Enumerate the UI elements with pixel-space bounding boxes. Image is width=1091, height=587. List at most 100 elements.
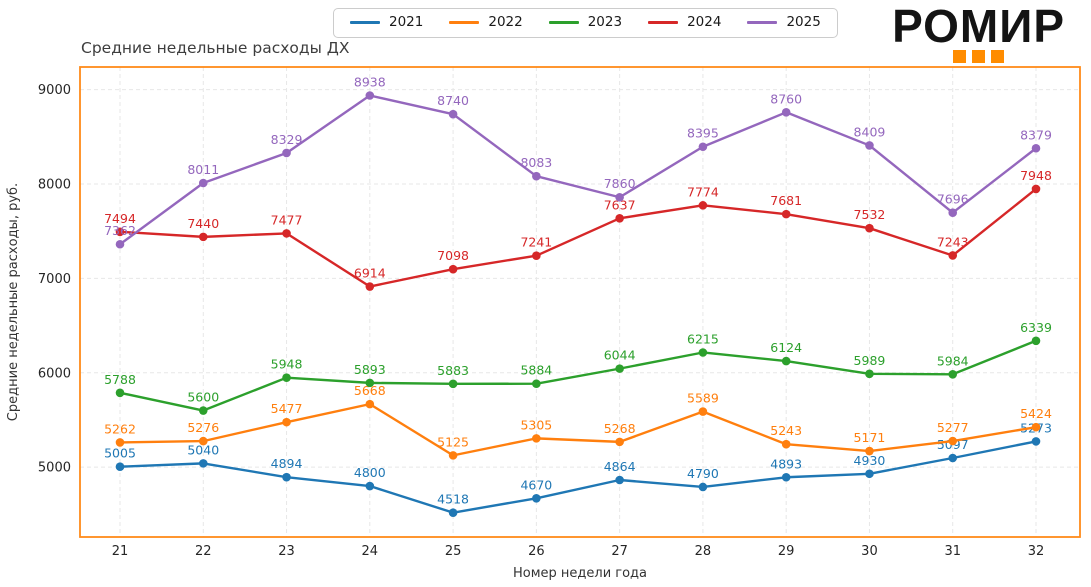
data-point xyxy=(948,369,958,379)
data-label: 4800 xyxy=(354,465,386,480)
data-label: 4894 xyxy=(271,456,303,471)
plot-border xyxy=(79,66,1081,538)
data-point xyxy=(698,142,708,152)
series-line-2025 xyxy=(119,94,1037,246)
x-tick-label: 21 xyxy=(112,544,129,559)
x-tick-label: 29 xyxy=(778,544,795,559)
romir-logo-squares xyxy=(953,50,1005,64)
legend: 2021 2022 2023 2024 2025 xyxy=(333,8,838,38)
data-label: 8938 xyxy=(354,75,386,90)
series-line-2022 xyxy=(119,402,1037,457)
data-label: 5262 xyxy=(104,421,136,436)
logo-square xyxy=(953,50,967,64)
data-point xyxy=(865,223,874,233)
y-tick-label: 7000 xyxy=(38,272,71,287)
legend-line-swatch xyxy=(747,21,778,25)
data-point xyxy=(615,364,624,373)
data-point xyxy=(948,251,958,260)
data-point xyxy=(532,434,541,443)
legend-line-swatch xyxy=(548,21,579,25)
data-label: 5948 xyxy=(271,357,303,372)
data-label: 5893 xyxy=(354,362,386,377)
data-label: 7696 xyxy=(937,192,969,207)
data-point xyxy=(1031,336,1041,346)
logo-square xyxy=(972,50,986,64)
data-point xyxy=(781,439,791,449)
data-label: 8760 xyxy=(770,91,802,106)
data-label: 5884 xyxy=(520,363,552,378)
data-label: 7243 xyxy=(937,234,969,249)
data-label: 8329 xyxy=(271,132,303,147)
data-label: 5268 xyxy=(604,421,636,436)
data-label: 5277 xyxy=(937,420,969,435)
data-point xyxy=(115,227,125,237)
data-point xyxy=(532,379,541,389)
data-label: 5989 xyxy=(854,353,886,368)
x-tick-label: 25 xyxy=(445,544,462,559)
data-label: 5276 xyxy=(187,420,219,435)
data-label: 8379 xyxy=(1020,127,1052,142)
data-point xyxy=(282,148,291,158)
data-point xyxy=(948,436,958,446)
series-2024: 7494 7440 7477 6914 7098 7241 7637 7774 7681 7532… xyxy=(104,168,1052,291)
data-label: 5005 xyxy=(104,446,136,461)
data-point xyxy=(365,91,375,100)
data-label: 5883 xyxy=(437,363,469,378)
series-2023: 5788 5600 5948 5893 5883 5884 6044 6215 6124 5989… xyxy=(104,320,1052,415)
data-label: 7440 xyxy=(187,216,219,231)
data-point xyxy=(948,453,958,463)
y-tick-label: 9000 xyxy=(38,83,71,98)
data-point xyxy=(448,379,458,389)
data-point xyxy=(198,436,208,446)
data-label: 7860 xyxy=(604,176,636,191)
series-layer: 5005 5040 4894 4800 4518 4670 4864 4790 4893 4930… xyxy=(104,75,1052,517)
data-label: 7637 xyxy=(604,197,636,212)
data-label: 6215 xyxy=(687,331,719,346)
data-point xyxy=(781,356,791,366)
data-point xyxy=(365,378,375,388)
data-point xyxy=(615,192,624,202)
data-label: 4893 xyxy=(770,456,802,471)
data-point xyxy=(615,213,624,223)
y-tick-label: 6000 xyxy=(38,366,71,381)
legend-line-swatch xyxy=(449,21,480,25)
data-point xyxy=(198,459,208,468)
series-2022: 5262 5276 5477 5668 5125 5305 5268 5589 5243 5171… xyxy=(104,383,1052,460)
x-tick-label: 23 xyxy=(278,544,295,559)
series-line-2021 xyxy=(119,440,1037,514)
data-point xyxy=(865,469,874,479)
x-tick-label: 28 xyxy=(695,544,712,559)
data-point xyxy=(1031,437,1041,446)
data-point xyxy=(615,475,624,485)
romir-logo: РОМИР xyxy=(892,2,1065,64)
x-tick-label: 22 xyxy=(195,544,212,559)
axis-ticks: 5000 6000 7000 8000 9000 21 22 23 24 25 26 27 28 29 30… xyxy=(38,83,1044,559)
data-point xyxy=(781,472,791,482)
data-label: 5984 xyxy=(937,353,969,368)
data-point xyxy=(1031,184,1041,194)
data-point xyxy=(282,417,291,427)
legend-label: 2025 xyxy=(786,14,821,30)
data-label: 4930 xyxy=(854,453,886,468)
data-point xyxy=(198,232,208,242)
data-label: 6339 xyxy=(1020,320,1052,335)
data-point xyxy=(948,208,958,218)
data-label: 5243 xyxy=(770,423,802,438)
data-point xyxy=(1031,143,1041,153)
y-axis-label: Средние недельные расходы, руб. xyxy=(6,183,21,421)
x-tick-label: 24 xyxy=(362,544,379,559)
data-point xyxy=(365,282,375,291)
data-point xyxy=(448,264,458,274)
data-label: 8740 xyxy=(437,93,469,108)
data-label: 5040 xyxy=(187,442,219,457)
data-point xyxy=(532,251,541,260)
data-label: 5424 xyxy=(1020,406,1052,421)
data-point xyxy=(365,399,375,409)
data-point xyxy=(365,481,375,491)
x-tick-label: 31 xyxy=(944,544,961,559)
data-point xyxy=(115,388,125,398)
data-point xyxy=(282,229,291,238)
data-point xyxy=(198,406,208,415)
legend-item-2022: 2022 xyxy=(449,15,523,30)
